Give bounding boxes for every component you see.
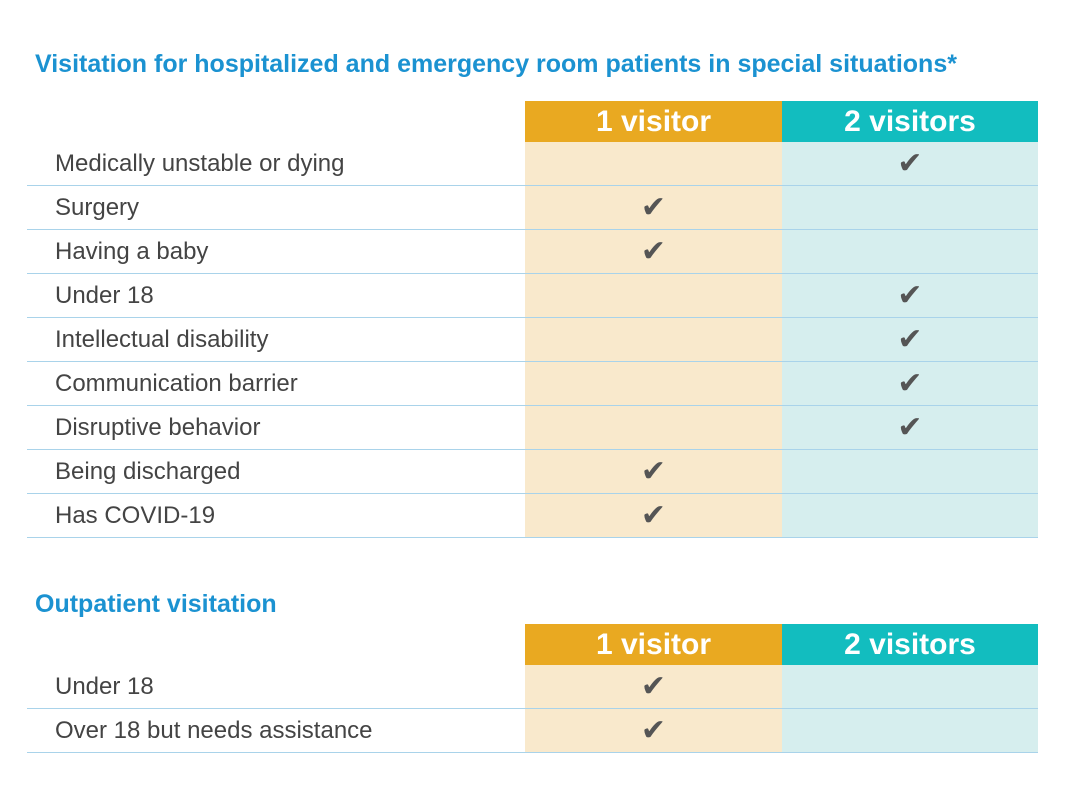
check-icon-1-visitor: ✔ bbox=[525, 494, 782, 537]
check-icon-2-visitors: ✔ bbox=[782, 274, 1038, 317]
check-icon-1-visitor: ✔ bbox=[525, 709, 782, 752]
row-label: Over 18 but needs assistance bbox=[55, 716, 373, 744]
table-row: Disruptive behavior ✔ bbox=[27, 406, 1038, 450]
table-row: Under 18 ✔ bbox=[27, 274, 1038, 318]
table-row: Surgery ✔ bbox=[27, 186, 1038, 230]
section2-title: Outpatient visitation bbox=[35, 590, 277, 618]
check-icon-2-visitors bbox=[782, 494, 1038, 537]
table-row: Intellectual disability ✔ bbox=[27, 318, 1038, 362]
check-icon-1-visitor bbox=[525, 318, 782, 361]
row-label: Being discharged bbox=[55, 457, 241, 485]
row-label: Under 18 bbox=[55, 281, 154, 309]
table-header: 1 visitor 2 visitors bbox=[27, 624, 1038, 665]
row-label: Under 18 bbox=[55, 672, 154, 700]
table-row: Communication barrier ✔ bbox=[27, 362, 1038, 406]
section1-title: Visitation for hospitalized and emergenc… bbox=[35, 50, 957, 78]
header-2-visitors: 2 visitors bbox=[782, 101, 1038, 142]
check-icon-1-visitor: ✔ bbox=[525, 186, 782, 229]
row-label: Having a baby bbox=[55, 237, 209, 265]
table-header: 1 visitor 2 visitors bbox=[27, 101, 1038, 142]
check-icon-1-visitor: ✔ bbox=[525, 230, 782, 273]
header-1-visitor: 1 visitor bbox=[525, 624, 782, 665]
check-icon-2-visitors: ✔ bbox=[782, 362, 1038, 405]
check-icon-2-visitors bbox=[782, 665, 1038, 708]
check-icon-2-visitors: ✔ bbox=[782, 406, 1038, 449]
hospital-visitation-table: 1 visitor 2 visitors Medically unstable … bbox=[27, 101, 1038, 538]
header-2-visitors: 2 visitors bbox=[782, 624, 1038, 665]
check-icon-2-visitors bbox=[782, 230, 1038, 273]
table-row: Has COVID-19 ✔ bbox=[27, 494, 1038, 538]
row-label: Communication barrier bbox=[55, 369, 298, 397]
table-row: Medically unstable or dying ✔ bbox=[27, 142, 1038, 186]
check-icon-1-visitor bbox=[525, 406, 782, 449]
row-label: Disruptive behavior bbox=[55, 413, 261, 441]
table-row: Being discharged ✔ bbox=[27, 450, 1038, 494]
check-icon-1-visitor bbox=[525, 362, 782, 405]
check-icon-1-visitor bbox=[525, 142, 782, 185]
check-icon-1-visitor: ✔ bbox=[525, 665, 782, 708]
check-icon-1-visitor: ✔ bbox=[525, 450, 782, 493]
check-icon-2-visitors: ✔ bbox=[782, 142, 1038, 185]
check-icon-2-visitors bbox=[782, 186, 1038, 229]
check-icon-2-visitors bbox=[782, 450, 1038, 493]
row-label: Has COVID-19 bbox=[55, 501, 216, 529]
outpatient-visitation-table: 1 visitor 2 visitors Under 18 ✔ Over 18 bu… bbox=[27, 624, 1038, 753]
row-label: Intellectual disability bbox=[55, 325, 269, 353]
row-label: Surgery bbox=[55, 193, 140, 221]
header-1-visitor: 1 visitor bbox=[525, 101, 782, 142]
check-icon-2-visitors bbox=[782, 709, 1038, 752]
row-label: Medically unstable or dying bbox=[55, 149, 345, 177]
table-row: Over 18 but needs assistance ✔ bbox=[27, 709, 1038, 753]
table-row: Having a baby ✔ bbox=[27, 230, 1038, 274]
check-icon-2-visitors: ✔ bbox=[782, 318, 1038, 361]
check-icon-1-visitor bbox=[525, 274, 782, 317]
table-row: Under 18 ✔ bbox=[27, 665, 1038, 709]
